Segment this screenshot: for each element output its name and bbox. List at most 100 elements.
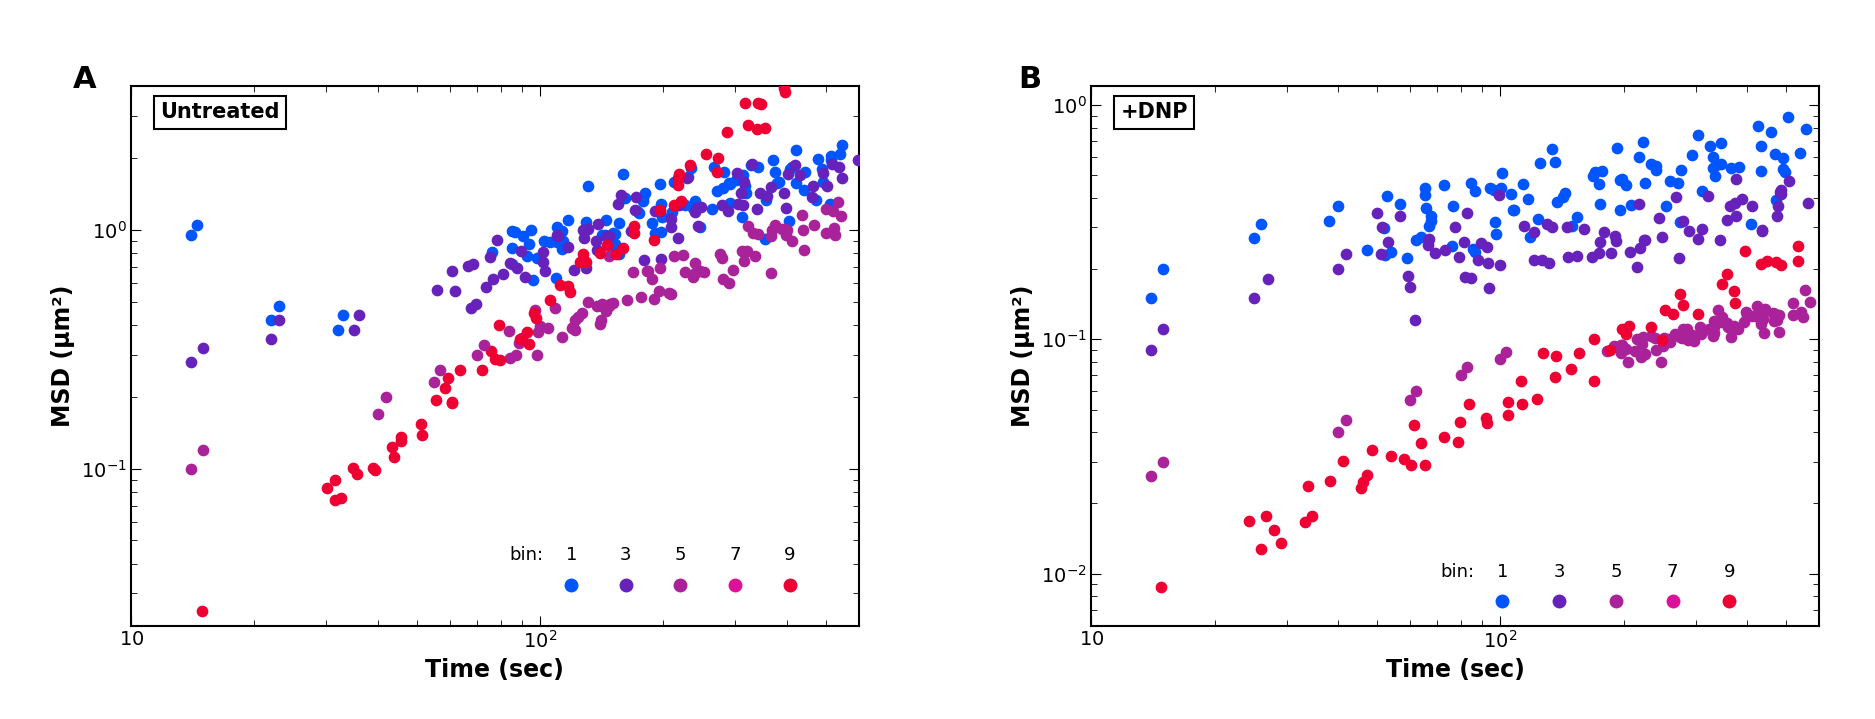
Point	[729, 180, 759, 192]
Point	[769, 83, 799, 94]
Point	[542, 221, 572, 233]
Point	[778, 235, 808, 247]
Point	[1607, 347, 1637, 358]
Point	[525, 320, 555, 331]
Point	[707, 199, 737, 211]
Point	[604, 217, 634, 229]
Point	[1539, 372, 1569, 383]
Point	[188, 444, 218, 455]
Point	[617, 267, 647, 278]
Point	[1719, 285, 1749, 297]
Point	[1429, 180, 1459, 191]
Point	[1616, 247, 1646, 258]
Point	[1719, 320, 1749, 331]
Point	[617, 225, 647, 237]
Text: 1: 1	[566, 546, 578, 564]
Point	[741, 203, 771, 215]
Point	[1762, 211, 1792, 222]
Point	[1474, 282, 1504, 293]
Point	[1492, 409, 1522, 421]
Point	[553, 242, 583, 253]
Point	[1764, 186, 1794, 198]
Point	[742, 229, 772, 240]
Point	[1791, 124, 1821, 135]
Point	[645, 204, 675, 216]
Point	[519, 304, 549, 316]
Point	[1487, 167, 1517, 178]
Point	[802, 153, 832, 165]
Point	[684, 221, 714, 233]
Point	[1607, 323, 1637, 334]
Point	[1136, 470, 1166, 482]
Point	[677, 202, 707, 214]
Point	[559, 264, 589, 275]
Point	[437, 398, 467, 409]
Point	[707, 183, 737, 194]
Point	[750, 194, 780, 206]
Point	[1629, 178, 1659, 189]
Point	[1774, 175, 1804, 187]
Point	[639, 293, 669, 304]
Point	[799, 180, 829, 192]
Point	[1667, 332, 1697, 344]
Point	[819, 8, 849, 19]
Point	[1635, 321, 1665, 333]
Point	[733, 220, 763, 232]
Point	[1414, 220, 1444, 232]
Point	[1744, 311, 1774, 323]
Point	[495, 257, 525, 269]
Point	[1626, 243, 1656, 255]
Point	[1136, 292, 1166, 303]
Point	[379, 452, 409, 463]
Point	[681, 202, 711, 214]
Point	[626, 291, 656, 303]
Point	[812, 203, 842, 214]
Point	[343, 309, 373, 321]
Point	[1695, 141, 1725, 152]
Text: 5: 5	[675, 546, 686, 564]
Point	[1644, 213, 1674, 224]
Point	[542, 229, 572, 241]
Point	[1641, 344, 1671, 356]
Point	[510, 271, 540, 283]
Point	[1761, 148, 1791, 160]
Point	[574, 223, 604, 234]
Point	[1498, 204, 1528, 216]
Point	[1508, 178, 1537, 189]
Point	[669, 266, 699, 278]
Point	[506, 244, 536, 256]
Point	[1453, 208, 1483, 219]
Point	[756, 230, 786, 242]
Point	[699, 162, 729, 173]
Point	[1466, 237, 1496, 248]
Point	[1768, 152, 1798, 164]
Point	[493, 325, 523, 336]
Point	[1444, 252, 1474, 263]
Point	[508, 230, 538, 242]
Point	[1491, 347, 1521, 358]
Point	[476, 345, 506, 357]
Point	[1234, 515, 1264, 526]
Point	[264, 314, 294, 326]
Point	[1742, 300, 1772, 311]
Point	[1534, 257, 1564, 268]
Point	[728, 170, 758, 181]
Point	[1421, 247, 1451, 258]
Point	[1457, 273, 1487, 284]
Point	[1620, 345, 1650, 357]
Point	[566, 307, 596, 319]
Point	[1699, 316, 1729, 327]
Point	[1372, 191, 1402, 202]
Point	[774, 163, 804, 175]
Point	[594, 300, 624, 311]
Point	[504, 334, 534, 345]
Point	[1367, 249, 1397, 260]
Point	[1656, 336, 1686, 348]
Point	[1266, 538, 1296, 549]
Point	[497, 258, 527, 270]
Point	[371, 391, 401, 403]
Point	[682, 220, 712, 232]
Point	[1492, 396, 1522, 408]
Point	[321, 494, 351, 505]
Point	[662, 179, 692, 191]
